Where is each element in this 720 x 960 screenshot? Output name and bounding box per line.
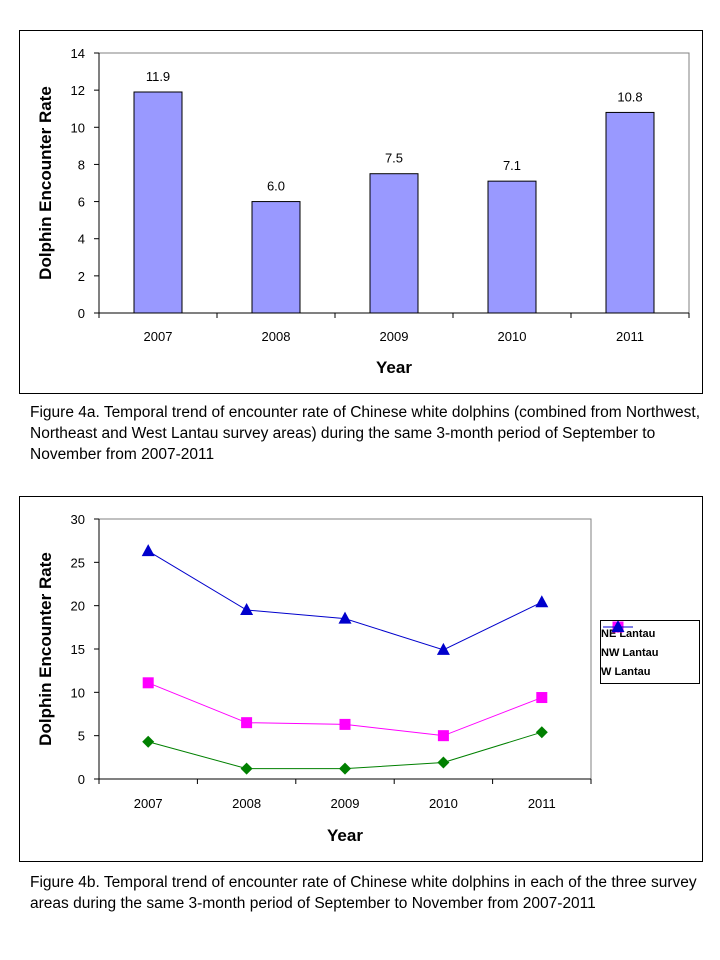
- x-tick-label: 2011: [616, 329, 644, 344]
- y-tick-label: 4: [78, 232, 85, 247]
- y-tick-label: 15: [71, 642, 85, 657]
- figure-4b-caption: Figure 4b. Temporal trend of encounter r…: [30, 874, 697, 912]
- bar-2008: [251, 201, 301, 314]
- data-label: 6.0: [267, 179, 285, 194]
- y-axis-title: Dolphin Encounter Rate: [36, 552, 55, 746]
- data-point-w-lantau-2009: [338, 611, 352, 624]
- legend-swatch-w-lantau: [603, 621, 633, 632]
- data-label: 7.1: [503, 158, 521, 173]
- data-point-nw-lantau-2010: [437, 730, 449, 742]
- legend-label: NW Lantau: [601, 646, 659, 659]
- x-axis-title: Year: [376, 358, 412, 377]
- y-tick-label: 0: [78, 772, 85, 787]
- y-tick-label: 14: [71, 46, 85, 61]
- x-tick-label: 2010: [498, 329, 527, 344]
- bar-chart-svg: 0 2 4 6 8 10 12 14 11.9 2007 6.0 2008 7.5 2009 7.1 2010…: [36, 46, 690, 377]
- y-tick-label: 6: [78, 195, 85, 210]
- x-tick-label: 2008: [262, 329, 291, 344]
- y-tick-label: 5: [78, 729, 85, 744]
- figure-4b-chart-panel: 0 5 10 15 20 25 30 2007 2008 2009 2010 2011 Year Dolp…: [19, 496, 703, 862]
- data-label: 10.8: [617, 89, 642, 104]
- x-tick-label: 2009: [331, 796, 360, 811]
- figure-4a-caption: Figure 4a. Temporal trend of encounter r…: [30, 404, 701, 463]
- y-tick-label: 10: [71, 685, 85, 700]
- data-point-nw-lantau-2011: [536, 692, 548, 704]
- data-point-w-lantau-2007: [141, 544, 155, 557]
- x-tick-label: 2009: [380, 329, 409, 344]
- data-point-w-lantau-2010: [436, 642, 450, 655]
- data-label: 11.9: [146, 69, 170, 84]
- legend-item-nw-lantau: NW Lantau: [601, 621, 699, 662]
- legend-marker-triangle: [611, 621, 625, 632]
- data-point-nw-lantau-2008: [241, 717, 253, 729]
- data-label: 7.5: [385, 151, 403, 166]
- x-tick-label: 2008: [232, 796, 261, 811]
- legend-item-w-lantau: W Lantau: [601, 621, 699, 681]
- line-chart-svg: 0 5 10 15 20 25 30 2007 2008 2009 2010 2011 Year Dolp…: [36, 512, 592, 845]
- bar-2011: [605, 111, 655, 314]
- y-axis-title: Dolphin Encounter Rate: [36, 86, 55, 280]
- data-point-ne-lantau-2009: [339, 762, 351, 775]
- x-axis-title: Year: [327, 826, 363, 845]
- data-point-w-lantau-2011: [535, 595, 549, 608]
- data-point-w-lantau-2008: [240, 603, 254, 615]
- x-tick-label: 2007: [144, 329, 173, 344]
- y-tick-label: 30: [71, 512, 85, 527]
- x-tick-label: 2007: [134, 796, 163, 811]
- y-tick-label: 12: [71, 83, 85, 98]
- y-tick-label: 8: [78, 157, 85, 172]
- data-point-ne-lantau-2008: [240, 762, 253, 775]
- bar-2010: [487, 180, 537, 314]
- x-tick-label: 2011: [528, 796, 556, 811]
- data-point-nw-lantau-2009: [339, 718, 351, 730]
- data-point-nw-lantau-2007: [142, 677, 154, 689]
- series-line-w-lantau: [147, 550, 543, 651]
- y-tick-label: 20: [71, 599, 85, 614]
- bar-2009: [369, 173, 419, 314]
- y-tick-label: 2: [78, 269, 85, 284]
- y-tick-label: 0: [78, 306, 85, 321]
- legend-label: W Lantau: [601, 665, 651, 678]
- y-tick-label: 10: [71, 120, 85, 135]
- data-point-ne-lantau-2010: [437, 756, 450, 769]
- data-point-ne-lantau-2011: [535, 726, 548, 739]
- y-tick-label: 25: [71, 555, 85, 570]
- figure-4a-chart-panel: 0 2 4 6 8 10 12 14 11.9 2007 6.0 2008 7.5 2009 7.1 2010…: [19, 30, 703, 394]
- bar-2007: [133, 91, 183, 314]
- x-tick-label: 2010: [429, 796, 458, 811]
- chart-legend: NE Lantau NW Lantau W Lantau: [600, 620, 700, 684]
- data-point-ne-lantau-2007: [142, 735, 155, 748]
